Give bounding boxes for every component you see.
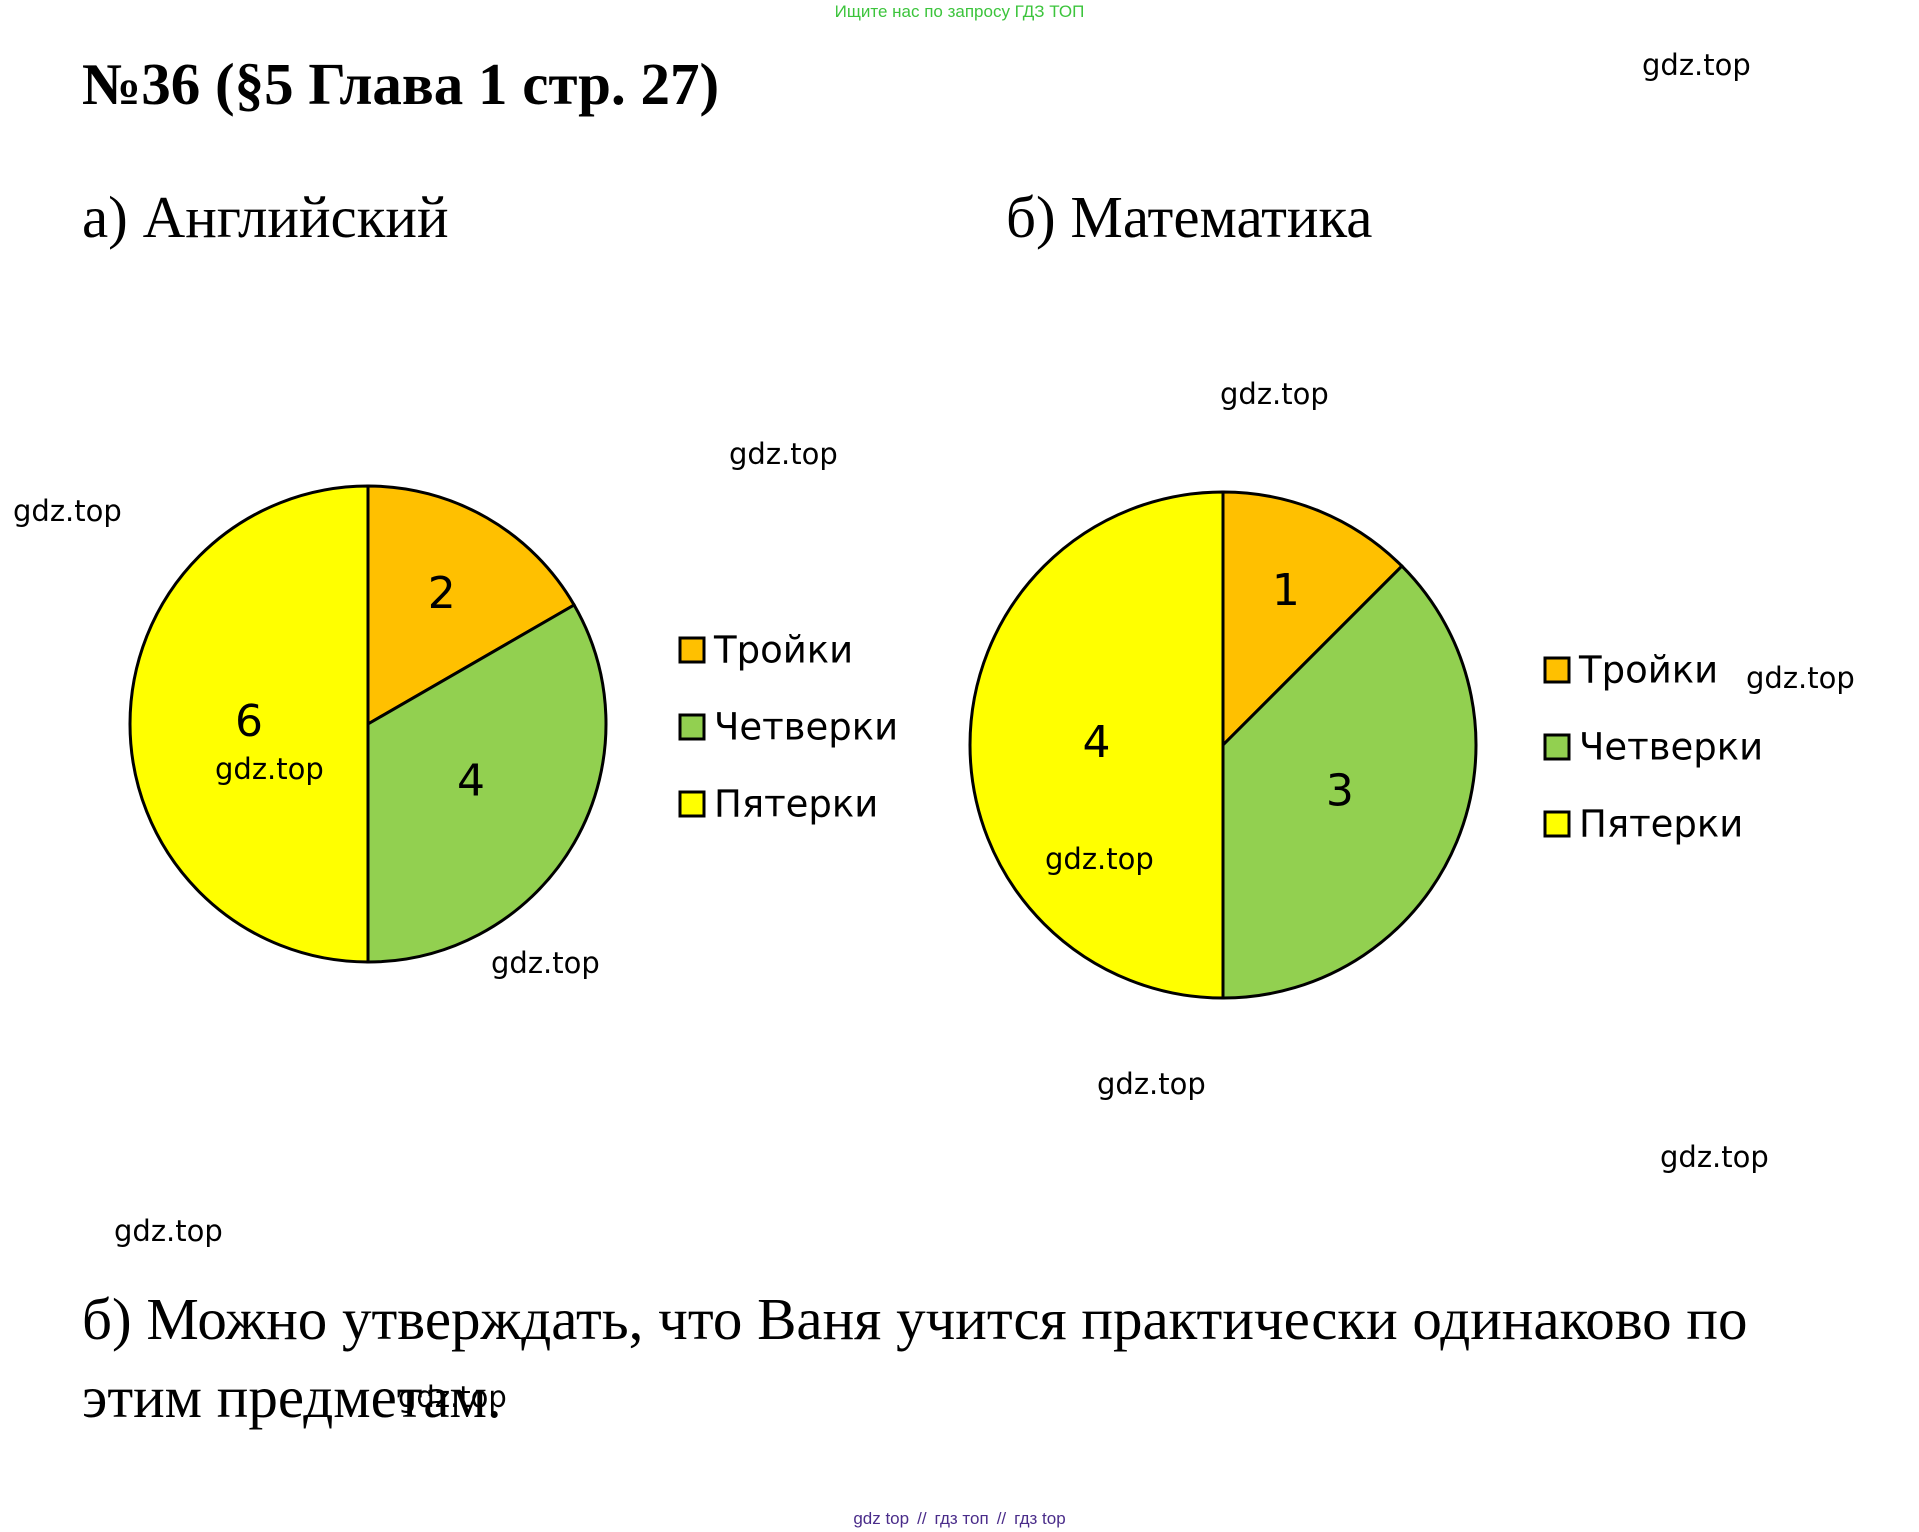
conclusion-text: б) Можно утверждать, что Ваня учится пра… [82,1286,1748,1430]
legend-label: Пятерки [1579,803,1743,846]
legend-swatch [1543,733,1571,761]
footer-link-1[interactable]: gdz top [853,1509,910,1528]
watermark: gdz.top [729,437,838,471]
legend-label: Тройки [713,629,853,672]
watermark: gdz.top [1097,1067,1206,1101]
legend-label: Четверки [1579,726,1763,769]
watermark: gdz.top [1045,842,1154,876]
footer-separator: // [917,1509,927,1528]
slice-value-label: 2 [428,568,456,619]
watermark: gdz.top [1660,1140,1769,1174]
legend-label: Тройки [1578,649,1718,692]
watermark: gdz.top [13,494,122,528]
footer: gdz top // гдз топ // гдз top [0,1509,1919,1529]
watermark: gdz.top [398,1380,507,1414]
slice-value-label: 1 [1272,565,1300,616]
legend-swatch [678,790,706,818]
pie-slice-Тройки [1221,490,1405,749]
legend-swatch [1543,810,1571,838]
pie-slice-Пятерки [968,490,1225,1000]
pie-chart-0: 2 4 6 Тройки Четверки Пятерки [128,484,898,964]
pie-slice-Четверки [1221,563,1478,1000]
footer-link-2[interactable]: гдз топ [934,1509,989,1528]
footer-link-3[interactable]: гдз top [1014,1509,1066,1528]
pie-slice-Четверки [366,602,608,964]
watermark: gdz.top [1220,377,1329,411]
pie-slice-Пятерки [128,484,370,964]
watermark: gdz.top [491,946,600,980]
legend-swatch [678,636,706,664]
legend-swatch [1543,656,1571,684]
pie-slice-Тройки [366,484,577,727]
chart-title-english: а) Английский [82,184,449,250]
slice-value-label: 6 [235,696,263,747]
slice-value-label: 4 [1083,717,1111,768]
watermark: gdz.top [215,752,324,786]
watermark: gdz.top [114,1214,223,1248]
legend-swatch [678,713,706,741]
slice-value-label: 4 [457,756,485,807]
top-banner: Ищите нас по запросу ГДЗ ТОП [834,2,1085,21]
legend-label: Пятерки [714,783,878,826]
watermark: gdz.top [1642,48,1751,82]
pie-chart-1: 1 3 4 Тройки Четверки Пятерки [968,490,1763,1000]
footer-separator: // [996,1509,1007,1528]
watermark: gdz.top [1746,661,1855,695]
legend-label: Четверки [714,706,898,749]
page-title: №36 (§5 Глава 1 стр. 27) [82,51,720,117]
chart-title-math: б) Математика [1006,184,1373,250]
slice-value-label: 3 [1326,765,1354,816]
